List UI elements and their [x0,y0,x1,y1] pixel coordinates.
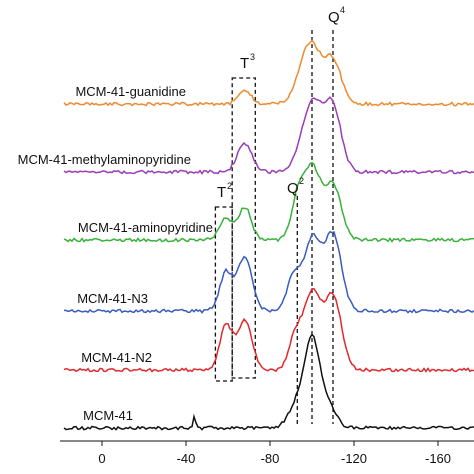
spectrum-line [63,39,474,107]
series-label: MCM-41-guanidine [75,84,186,99]
x-tick-label: -80 [261,451,280,466]
series-label: MCM-41 [83,408,133,423]
spectrum-line [63,161,474,243]
x-axis-ticks: 0 -40 -80 -120 -160 [98,441,451,466]
region-box [214,206,233,382]
annotation-q2-letter: Q [287,180,299,197]
spectrum-line [63,288,474,373]
x-tick-label: -40 [177,451,196,466]
x-tick-label: 0 [98,451,105,466]
annotation-t3-letter: T [240,55,249,72]
annotation-t3: T 3 [240,52,255,72]
series-label: MCM-41-N3 [77,291,148,306]
region-boxes [214,77,256,382]
spectrum-line [63,333,474,431]
annotation-t3-sup: 3 [250,52,255,62]
spectra [63,39,474,431]
region-box [231,77,256,379]
annotation-t2-sup: 2 [227,181,232,191]
annotation-q2: Q 2 [287,176,304,197]
annotation-q4-letter: Q [328,9,340,26]
annotation-t2-letter: T [217,184,226,201]
spectrum-line [63,96,474,175]
annotation-q2-sup: 2 [299,176,304,186]
series-label: MCM-41-methylaminopyridine [18,152,191,167]
spectrum-line [64,230,474,314]
series-label: MCM-41-N2 [81,350,152,365]
annotation-q4-sup: 4 [340,5,345,15]
annotation-q4: Q 4 [328,5,345,26]
dashed-guides [296,30,334,424]
x-tick-label: -120 [341,451,367,466]
series-label: MCM-41-aminopyridine [78,220,213,235]
series-labels: MCM-41-guanidine MCM-41-methylaminopyridi… [18,84,213,423]
annotation-t2: T 2 [217,181,232,201]
x-tick-label: -160 [425,451,451,466]
